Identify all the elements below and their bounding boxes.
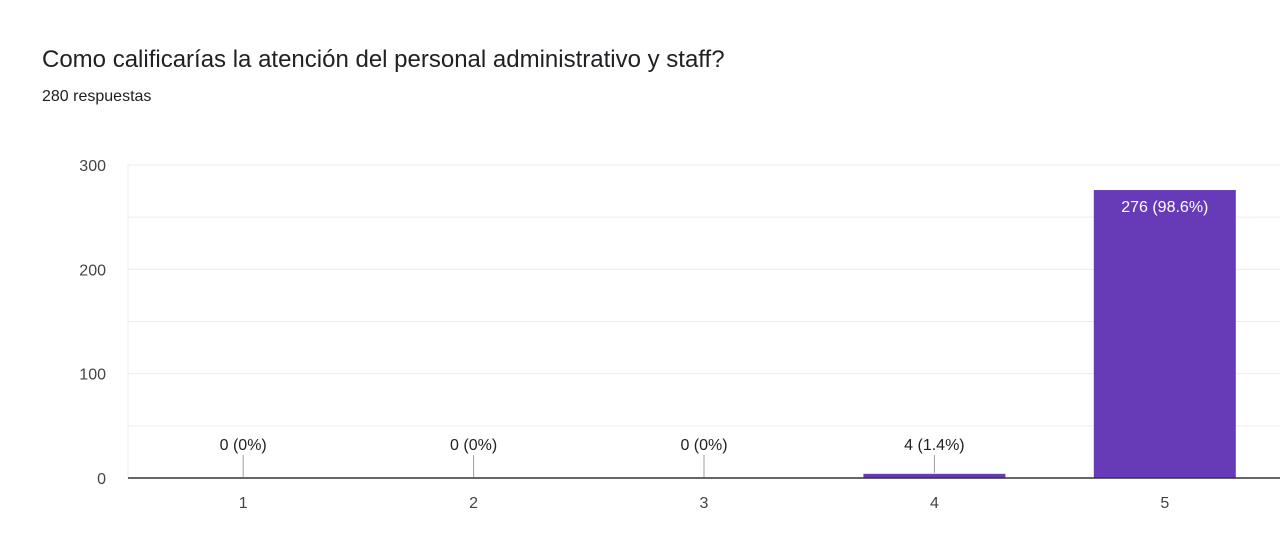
data-label: 0 (0%) <box>220 437 267 454</box>
x-axis-ticks: 1 2 3 4 5 <box>239 495 1170 512</box>
y-tick-label: 0 <box>97 471 106 488</box>
data-label: 4 (1.4%) <box>904 437 964 454</box>
data-label: 276 (98.6%) <box>1121 199 1208 216</box>
data-labels: 0 (0%) 0 (0%) 0 (0%) 4 (1.4%) 276 (98.6%) <box>220 199 1208 477</box>
x-tick-label: 1 <box>239 495 248 512</box>
y-tick-label: 200 <box>79 262 106 279</box>
response-count: 280 respuestas <box>42 88 152 105</box>
gridlines <box>127 164 1280 478</box>
data-label: 0 (0%) <box>680 437 727 454</box>
y-tick-label: 100 <box>79 367 106 384</box>
x-tick-label: 5 <box>1160 495 1169 512</box>
x-tick-label: 3 <box>700 495 709 512</box>
y-axis-ticks: 0 100 200 300 <box>79 158 106 488</box>
data-label: 0 (0%) <box>450 437 497 454</box>
question-title: Como calificarías la atención del person… <box>42 46 725 73</box>
y-tick-label: 300 <box>79 158 106 175</box>
bars <box>863 190 1236 479</box>
x-tick-label: 2 <box>469 495 478 512</box>
bar-5[interactable] <box>1093 190 1236 479</box>
x-tick-label: 4 <box>930 495 939 512</box>
bar-4[interactable] <box>863 473 1006 478</box>
